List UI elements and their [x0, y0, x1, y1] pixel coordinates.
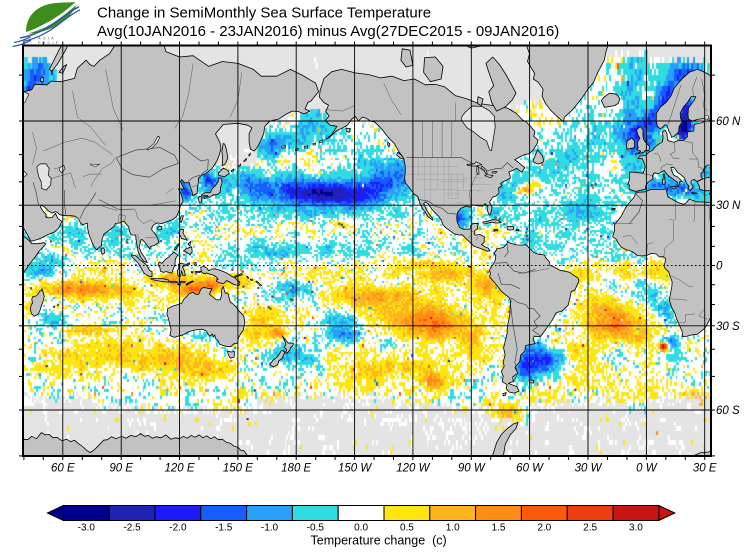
svg-text:-3.0: -3.0 — [78, 523, 96, 534]
svg-text:2.5: 2.5 — [583, 523, 597, 534]
svg-text:60 S: 60 S — [716, 405, 740, 417]
svg-text:30 W: 30 W — [575, 463, 603, 475]
svg-text:-1.5: -1.5 — [215, 523, 233, 534]
svg-text:150 W: 150 W — [338, 463, 372, 475]
svg-text:-1.0: -1.0 — [261, 523, 279, 534]
svg-text:30 E: 30 E — [693, 463, 717, 475]
svg-text:-2.0: -2.0 — [169, 523, 187, 534]
svg-text:0 W: 0 W — [636, 463, 658, 475]
svg-text:60 E: 60 E — [51, 463, 75, 475]
svg-text:120 W: 120 W — [396, 463, 430, 475]
svg-text:150 E: 150 E — [223, 463, 253, 475]
svg-text:30 N: 30 N — [716, 200, 741, 212]
svg-text:ASIA: ASIA — [38, 36, 56, 41]
svg-text:180 E: 180 E — [281, 463, 311, 475]
svg-text:60 W: 60 W — [516, 463, 544, 475]
svg-text:Temperature change (c): Temperature change (c) — [311, 534, 447, 548]
svg-text:120 E: 120 E — [164, 463, 194, 475]
svg-text:90 E: 90 E — [109, 463, 133, 475]
svg-text:-0.5: -0.5 — [307, 523, 325, 534]
svg-text:3.0: 3.0 — [629, 523, 643, 534]
svg-text:-2.5: -2.5 — [123, 523, 141, 534]
svg-text:2.0: 2.0 — [537, 523, 551, 534]
svg-text:PACIF: PACIF — [38, 40, 60, 45]
svg-text:60 N: 60 N — [716, 116, 741, 128]
svg-text:Change in SemiMonthly Sea Surf: Change in SemiMonthly Sea Surface Temper… — [97, 5, 431, 22]
svg-text:0.5: 0.5 — [400, 523, 414, 534]
svg-text:90 W: 90 W — [458, 463, 486, 475]
svg-text:1.0: 1.0 — [446, 523, 460, 534]
svg-text:30 S: 30 S — [716, 321, 740, 333]
svg-text:0: 0 — [716, 261, 723, 273]
svg-text:1.5: 1.5 — [492, 523, 506, 534]
svg-text:Avg(10JAN2016 - 23JAN2016) min: Avg(10JAN2016 - 23JAN2016) minus Avg(27D… — [97, 23, 559, 40]
svg-text:0.0: 0.0 — [354, 523, 368, 534]
